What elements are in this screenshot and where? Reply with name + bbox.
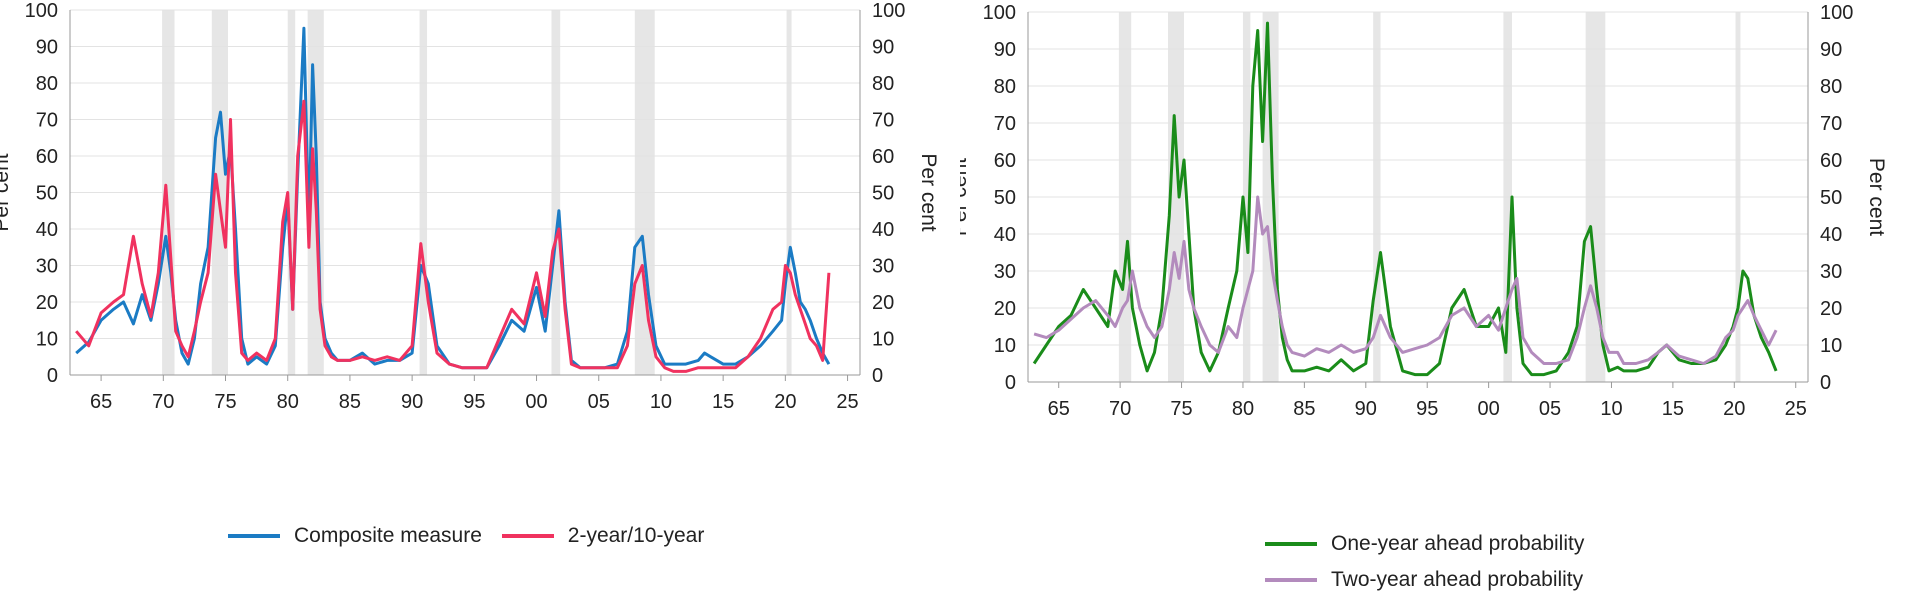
y-tick-label-left: 50	[36, 183, 58, 205]
y-tick-label-right: 50	[872, 183, 894, 205]
legend-swatch	[228, 534, 280, 538]
y-tick-label-left: 100	[983, 2, 1016, 24]
legend-swatch	[1265, 578, 1317, 582]
y-tick-label-left: 50	[994, 187, 1016, 209]
y-axis-title-right: Per cent	[1865, 158, 1888, 236]
x-tick-label: 15	[712, 391, 734, 413]
y-tick-label-left: 40	[994, 224, 1016, 246]
x-tick-label: 90	[1355, 398, 1377, 420]
chart-panel-right: 0 0 10 10 20 20 30 30 40 40 50 50 60 60 70 70 80 80 90 90 10…	[948, 0, 1907, 598]
y-tick-label-right: 40	[872, 219, 894, 241]
x-tick-label: 65	[90, 391, 112, 413]
y-tick-label-right: 90	[1820, 39, 1842, 61]
y-tick-label-left: 30	[994, 261, 1016, 283]
x-tick-label: 00	[1478, 398, 1500, 420]
x-tick-label: 10	[650, 391, 672, 413]
series-line-2	[75, 99, 831, 373]
y-tick-label-right: 80	[1820, 76, 1842, 98]
y-tick-label-right: 30	[1820, 261, 1842, 283]
y-tick-label-left: 20	[994, 298, 1016, 320]
y-tick-label-right: 60	[872, 146, 894, 168]
x-tick-label: 10	[1600, 398, 1622, 420]
y-tick-label-right: 40	[1820, 224, 1842, 246]
y-tick-label-right: 100	[872, 0, 905, 22]
x-tick-label: 75	[214, 391, 236, 413]
y-tick-label-right: 100	[1820, 2, 1853, 24]
y-tick-label-left: 10	[994, 335, 1016, 357]
legend-left: Composite measure 2-year/10-year	[228, 518, 704, 554]
legend-label: Two-year ahead probability	[1331, 568, 1584, 591]
y-tick-label-right: 60	[1820, 150, 1842, 172]
y-tick-label-left: 80	[36, 73, 58, 95]
x-tick-label: 80	[277, 391, 299, 413]
x-tick-label: 85	[1293, 398, 1315, 420]
chart-panel-left: 0 0 10 10 20 20 30 30 40 40 50 50 60 60 70 70 80 80 90 90 10…	[0, 0, 950, 595]
y-tick-label-left: 70	[36, 110, 58, 132]
legend-item: Two-year ahead probability	[1265, 562, 1584, 598]
series-line-1	[1032, 21, 1778, 377]
legend-item: One-year ahead probability	[1265, 526, 1584, 562]
x-tick-label: 20	[774, 391, 796, 413]
y-tick-label-left: 60	[994, 150, 1016, 172]
x-tick-label: 20	[1723, 398, 1745, 420]
x-tick-label: 25	[1785, 398, 1807, 420]
y-tick-label-left: 10	[36, 329, 58, 351]
x-tick-label: 90	[401, 391, 423, 413]
y-tick-label-right: 80	[872, 73, 894, 95]
legend-label: Composite measure	[294, 524, 482, 547]
series-line-1	[75, 26, 831, 370]
series-line-2	[1033, 195, 1778, 365]
legend-item: 2-year/10-year	[501, 518, 705, 554]
y-tick-label-right: 50	[1820, 187, 1842, 209]
y-tick-label-right: 20	[1820, 298, 1842, 320]
y-tick-label-left: 100	[25, 0, 58, 22]
y-axis-title-left: Per cent	[960, 158, 971, 236]
legend-label: One-year ahead probability	[1331, 532, 1585, 555]
y-tick-label-left: 90	[994, 39, 1016, 61]
x-tick-label: 00	[525, 391, 547, 413]
y-tick-label-right: 90	[872, 37, 894, 59]
y-tick-label-left: 0	[1005, 372, 1016, 394]
x-tick-label: 65	[1048, 398, 1070, 420]
y-tick-label-right: 70	[872, 110, 894, 132]
y-tick-label-left: 70	[994, 113, 1016, 135]
y-axis-title-left: Per cent	[0, 153, 13, 231]
x-tick-label: 25	[836, 391, 858, 413]
legend-label: 2-year/10-year	[567, 524, 705, 547]
y-tick-label-left: 60	[36, 146, 58, 168]
y-tick-label-left: 80	[994, 76, 1016, 98]
legend-swatch	[1265, 542, 1317, 546]
y-tick-label-right: 20	[872, 292, 894, 314]
x-tick-label: 95	[1416, 398, 1438, 420]
y-tick-label-right: 30	[872, 256, 894, 278]
legend-swatch	[501, 534, 554, 538]
x-tick-label: 05	[588, 391, 610, 413]
x-tick-label: 05	[1539, 398, 1561, 420]
y-tick-label-left: 0	[47, 365, 58, 387]
x-tick-label: 85	[339, 391, 361, 413]
x-tick-label: 80	[1232, 398, 1254, 420]
x-tick-label: 95	[463, 391, 485, 413]
y-tick-label-right: 10	[1820, 335, 1842, 357]
y-tick-label-left: 90	[36, 37, 58, 59]
y-tick-label-left: 40	[36, 219, 58, 241]
x-tick-label: 15	[1662, 398, 1684, 420]
y-axis-title-right: Per cent	[917, 153, 940, 231]
x-tick-label: 70	[152, 391, 174, 413]
y-tick-label-right: 10	[872, 329, 894, 351]
y-tick-label-left: 30	[36, 256, 58, 278]
legend-item: Composite measure	[228, 518, 482, 554]
y-tick-label-right: 70	[1820, 113, 1842, 135]
legend-right: One-year ahead probability Two-year ahea…	[1265, 526, 1584, 598]
y-tick-label-left: 20	[36, 292, 58, 314]
x-tick-label: 70	[1109, 398, 1131, 420]
y-tick-label-right: 0	[872, 365, 883, 387]
x-tick-label: 75	[1170, 398, 1192, 420]
y-tick-label-right: 0	[1820, 372, 1831, 394]
